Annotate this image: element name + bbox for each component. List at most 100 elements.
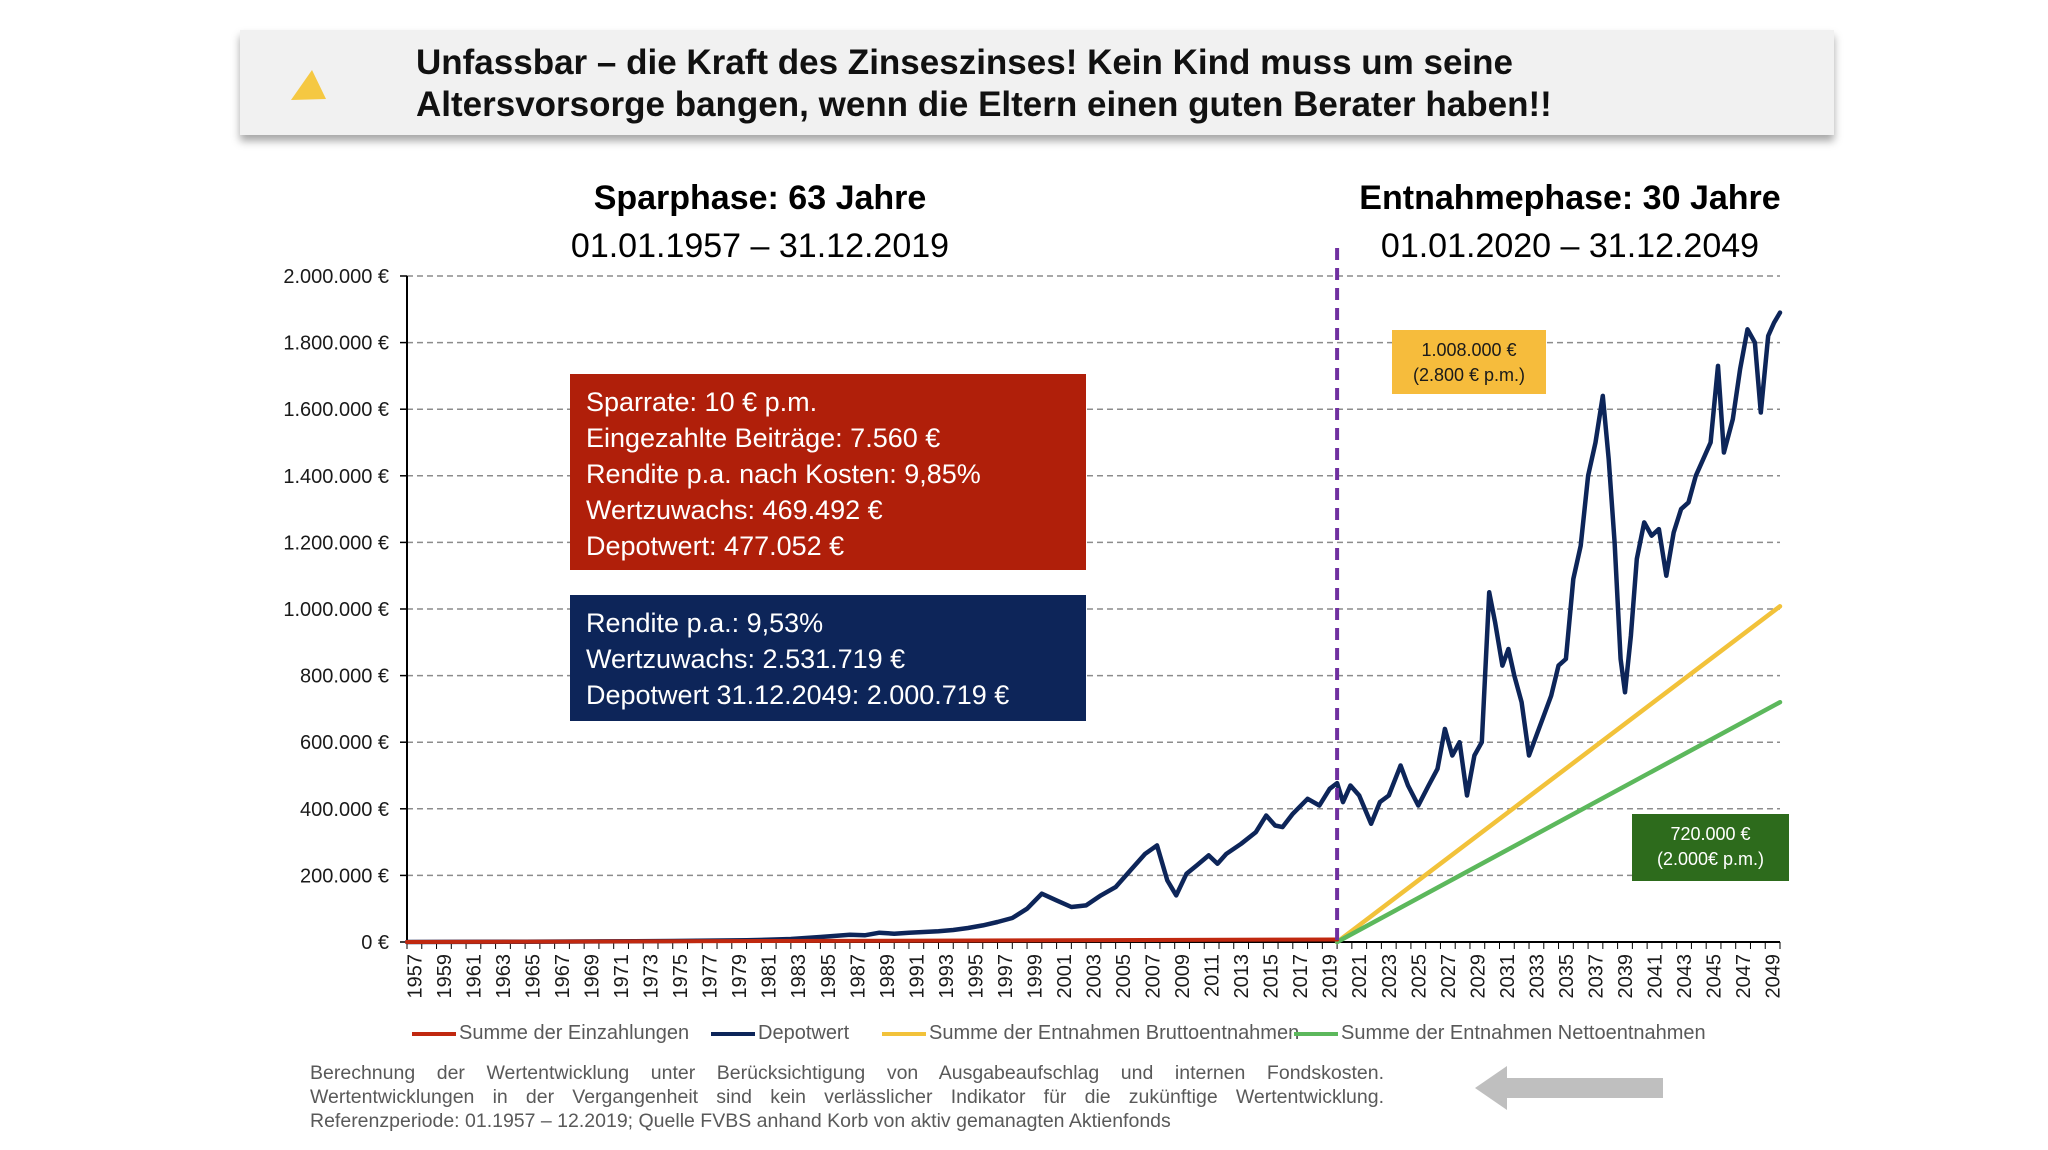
x-tick-label: 1999 — [1024, 954, 1046, 999]
savings-line: Wertzuwachs: 469.492 € — [586, 495, 883, 525]
x-tick-label: 1971 — [611, 954, 633, 999]
withdrawal-phase-period: 01.01.2020 – 31.12.2049 — [1380, 227, 1760, 265]
x-tick-label: 2035 — [1556, 954, 1578, 999]
chart-grid — [407, 275, 1780, 877]
y-tick-label: 0 € — [361, 932, 389, 954]
footnote-line: Referenzperiode: 01.1957 – 12.2019; Quel… — [310, 1110, 1171, 1132]
x-tick-label: 1975 — [670, 954, 692, 999]
legend-swatch — [1294, 1032, 1338, 1036]
series-line — [405, 937, 1340, 944]
savings-line: Eingezahlte Beiträge: 7.560 € — [586, 423, 941, 453]
series-line — [1334, 604, 1783, 945]
x-tick-label: 2017 — [1290, 954, 1312, 999]
x-tick-label: 1977 — [700, 954, 722, 999]
y-tick-label: 1.600.000 € — [283, 399, 389, 421]
withdrawal-phase-heading: Entnahmephase: 30 Jahre 01.01.2020 – 31.… — [1330, 174, 1810, 270]
legend-swatch — [882, 1032, 926, 1036]
x-tick-label: 2003 — [1084, 954, 1106, 999]
saving-phase-title: Sparphase: 63 Jahre — [593, 179, 927, 217]
left-arrow-icon — [1475, 1066, 1663, 1110]
x-tick-label: 2019 — [1320, 954, 1342, 999]
x-tick-label: 2001 — [1054, 954, 1076, 999]
banner-line-2: Altersvorsorge bangen, wenn die Eltern e… — [416, 85, 1552, 124]
x-tick-label: 2037 — [1585, 954, 1607, 999]
footnote-line: Wertentwicklungen in der Vergangenheit s… — [310, 1086, 1384, 1108]
footnote-line: Berechnung der Wertentwicklung unter Ber… — [310, 1062, 1384, 1084]
x-tick-label: 2027 — [1438, 954, 1460, 999]
x-tick-label: 2045 — [1704, 954, 1726, 999]
x-tick-label: 1983 — [788, 954, 810, 999]
title-banner: Unfassbar – die Kraft des Zinseszinses! … — [240, 30, 1834, 135]
x-tick-label: 1969 — [582, 954, 604, 999]
x-tick-label: 1967 — [552, 954, 574, 999]
banner-line-1: Unfassbar – die Kraft des Zinseszinses! … — [416, 43, 1513, 82]
x-axis: 1957 1959 1961 1963 1965 1967 1969 1971 1973 1975… — [404, 941, 1785, 999]
callout-monthly: (2.800 € p.m.) — [1412, 365, 1526, 385]
x-tick-label: 1989 — [877, 954, 899, 999]
callout-value: 1.008.000 € — [1421, 340, 1517, 360]
savings-line: Rendite p.a. nach Kosten: 9,85% — [586, 459, 981, 489]
savings-summary-box: Sparrate: 10 € p.m. Eingezahlte Beiträge… — [570, 374, 1086, 570]
legend-swatch — [412, 1032, 456, 1036]
x-tick-label: 2013 — [1231, 954, 1253, 999]
series-line — [404, 310, 1783, 945]
x-tick-label: 2023 — [1379, 954, 1401, 999]
line-chart: 0 € 200.000 € 400.000 € 600.000 € 800.000 € 1… — [283, 248, 1785, 999]
x-tick-label: 1961 — [463, 954, 485, 999]
x-tick-label: 1985 — [818, 954, 840, 999]
net-withdrawal-callout: 720.000 € (2.000€ p.m.) — [1632, 814, 1789, 881]
x-tick-label: 2015 — [1261, 954, 1283, 999]
legend-swatch — [711, 1032, 755, 1036]
x-tick-label: 2039 — [1615, 954, 1637, 999]
x-tick-label: 1981 — [759, 954, 781, 999]
y-tick-label: 600.000 € — [300, 732, 389, 754]
x-tick-label: 2005 — [1113, 954, 1135, 999]
callout-value: 720.000 € — [1670, 824, 1751, 844]
x-tick-label: 2029 — [1467, 954, 1489, 999]
x-tick-label: 2021 — [1349, 954, 1371, 999]
withdrawal-line: Rendite p.a.: 9,53% — [586, 608, 824, 638]
legend-label: Summe der Entnahmen Nettoentnahmen — [1341, 1022, 1706, 1044]
legend-label: Summe der Einzahlungen — [459, 1022, 690, 1044]
x-tick-label: 1987 — [847, 954, 869, 999]
x-tick-label: 2047 — [1733, 954, 1755, 999]
x-tick-label: 2011 — [1202, 954, 1224, 997]
gross-withdrawal-callout: 1.008.000 € (2.800 € p.m.) — [1392, 330, 1546, 394]
x-tick-label: 2031 — [1497, 954, 1519, 999]
series-line — [1334, 699, 1783, 945]
x-tick-label: 2033 — [1526, 954, 1548, 999]
y-tick-label: 200.000 € — [300, 865, 389, 887]
x-tick-label: 1963 — [493, 954, 515, 999]
legend-label: Depotwert — [758, 1022, 850, 1044]
y-tick-label: 800.000 € — [300, 666, 389, 688]
x-tick-label: 1993 — [936, 954, 958, 999]
footnote: Berechnung der Wertentwicklung unter Ber… — [310, 1061, 1384, 1133]
callout-monthly: (2.000€ p.m.) — [1656, 849, 1765, 869]
chart-legend: Summe der Einzahlungen Depotwert Summe d… — [412, 1018, 1782, 1048]
y-tick-label: 1.000.000 € — [283, 599, 389, 621]
x-tick-label: 2049 — [1763, 954, 1785, 999]
banner-title: Unfassbar – die Kraft des Zinseszinses! … — [416, 42, 1806, 126]
x-tick-label: 1979 — [729, 954, 751, 999]
x-tick-label: 1973 — [641, 954, 663, 999]
withdrawal-summary-box: Rendite p.a.: 9,53% Wertzuwachs: 2.531.7… — [570, 595, 1086, 721]
y-tick-label: 2.000.000 € — [283, 266, 389, 288]
x-tick-label: 2043 — [1674, 954, 1696, 999]
chart-series — [404, 310, 1783, 945]
legend-label: Summe der Entnahmen Bruttoentnahmen — [929, 1022, 1300, 1044]
x-tick-label: 1991 — [906, 954, 928, 999]
x-tick-label: 1995 — [965, 954, 987, 999]
triangle-icon — [291, 70, 326, 100]
x-tick-label: 1959 — [434, 954, 456, 999]
saving-phase-period: 01.01.1957 – 31.12.2019 — [570, 227, 950, 265]
x-tick-label: 2025 — [1408, 954, 1430, 999]
withdrawal-line: Wertzuwachs: 2.531.719 € — [586, 644, 906, 674]
withdrawal-phase-title: Entnahmephase: 30 Jahre — [1359, 179, 1781, 217]
x-tick-label: 1997 — [995, 954, 1017, 999]
x-tick-label: 2007 — [1143, 954, 1165, 999]
x-tick-label: 1957 — [404, 954, 426, 999]
x-tick-label: 2009 — [1172, 954, 1194, 999]
savings-line: Depotwert: 477.052 € — [586, 531, 845, 561]
x-tick-label: 2041 — [1645, 954, 1667, 999]
y-axis: 0 € 200.000 € 400.000 € 600.000 € 800.000 € 1… — [283, 266, 408, 954]
